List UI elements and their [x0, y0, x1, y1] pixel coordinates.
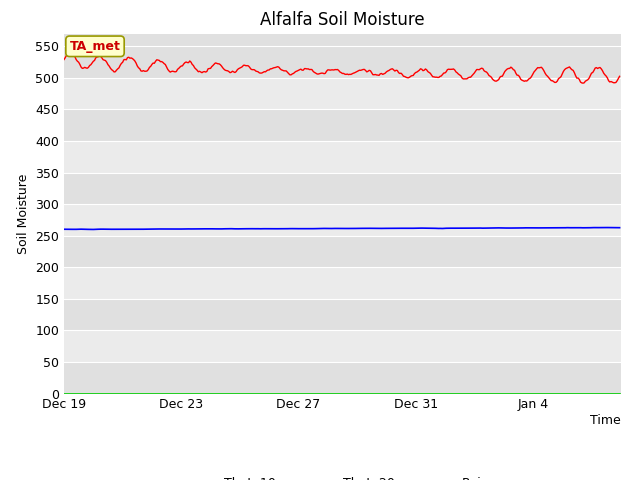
Bar [64, 109, 621, 141]
Bar [64, 362, 621, 394]
Theta20cm [60, 227, 68, 232]
Theta20cm [558, 225, 566, 231]
Rain [332, 391, 340, 396]
Rain [529, 391, 537, 396]
Line: Theta10cm: Theta10cm [64, 53, 620, 83]
Y-axis label: Soil Moisture: Soil Moisture [17, 173, 29, 254]
Rain [342, 391, 350, 396]
Theta10cm [305, 67, 313, 72]
Bar [64, 299, 621, 330]
Text: TA_met: TA_met [70, 40, 120, 53]
Theta10cm [60, 57, 68, 62]
Bar [64, 267, 621, 299]
Bar [64, 236, 621, 267]
Theta10cm [558, 71, 566, 77]
Theta10cm [353, 69, 361, 74]
Title: Alfalfa Soil Moisture: Alfalfa Soil Moisture [260, 11, 425, 29]
Theta20cm [531, 225, 538, 231]
Theta10cm [344, 71, 351, 77]
Rain [352, 391, 360, 396]
Bar [64, 204, 621, 236]
Bar [64, 330, 621, 362]
Bar [64, 141, 621, 172]
Theta10cm [579, 80, 587, 86]
Rain [60, 391, 68, 396]
Line: Theta20cm: Theta20cm [64, 228, 620, 229]
Bar [64, 78, 621, 109]
Rain [557, 391, 565, 396]
Theta20cm [353, 226, 361, 231]
Theta10cm [531, 69, 538, 75]
Bar [64, 46, 621, 78]
Theta10cm [333, 67, 341, 72]
Rain [616, 391, 623, 396]
Theta10cm [616, 73, 623, 79]
Theta20cm [616, 225, 623, 230]
Legend: Theta10cm, Theta20cm, Rain: Theta10cm, Theta20cm, Rain [191, 472, 494, 480]
Theta20cm [88, 227, 96, 232]
Rain [305, 391, 312, 396]
Theta20cm [344, 226, 351, 231]
Theta20cm [604, 225, 611, 230]
Theta20cm [305, 226, 313, 231]
Theta20cm [333, 226, 341, 231]
X-axis label: Time: Time [590, 414, 621, 427]
Bar [64, 172, 621, 204]
Theta10cm [67, 50, 74, 56]
